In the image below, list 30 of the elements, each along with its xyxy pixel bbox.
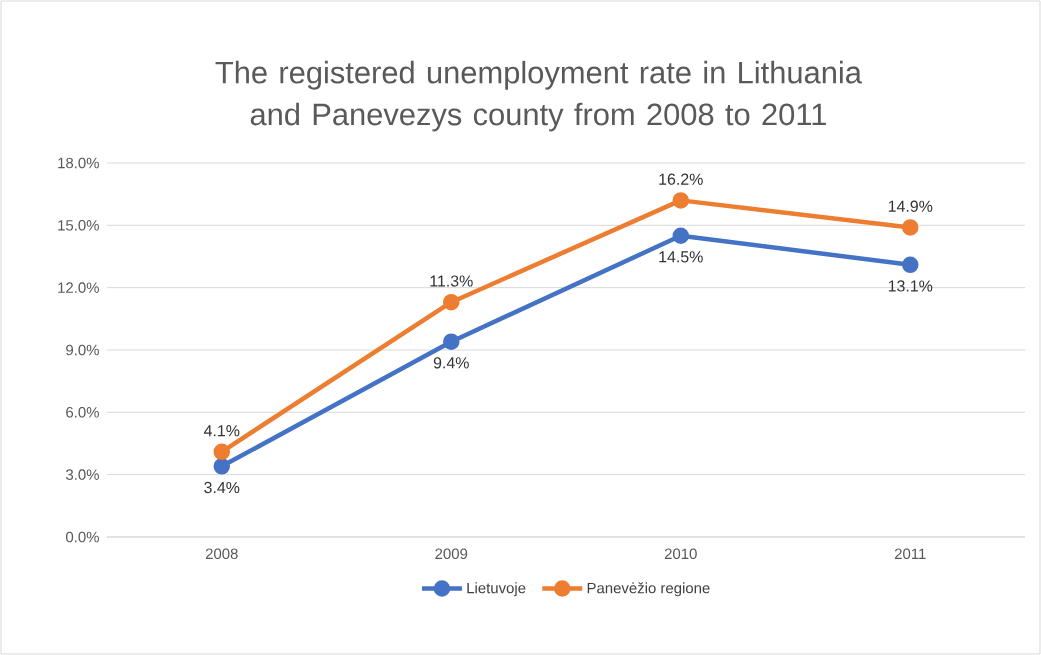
data-label: 16.2% [659,173,703,185]
y-tick-label: 9.0% [66,344,99,356]
point [672,227,690,244]
y-tick-label: 12.0% [58,282,99,293]
x-tick-label: 2008 [205,548,238,560]
y-tick-label: 0.0% [66,531,99,543]
data-label: 11.3% [430,275,473,287]
point [902,219,919,236]
y-tick-label: 15.0% [58,220,99,231]
point [902,256,919,274]
legend-label: Panevėžio regione [587,582,710,597]
data-label: 13.1% [888,280,933,292]
point [213,443,231,461]
y-tick-label: 18.0% [58,157,99,169]
point [213,458,231,475]
legend-label: Lietuvoje [467,582,526,597]
data-label: 4.1% [203,425,240,437]
point [672,192,690,209]
y-tick-label: 6.0% [66,407,99,418]
y-tick-label: 3.0% [65,469,99,480]
x-tick-label: 2011 [894,548,926,560]
data-label: 14.5% [659,251,703,263]
data-label: 9.4% [433,357,469,369]
x-tick-label: 2010 [664,548,697,560]
point [443,333,460,350]
chart-title: The registered unemployment rate in Lithuania and Panevezys county from 2008 to 2011 [215,60,862,132]
x-tick-label: 2009 [435,548,468,560]
data-label: 14.9% [888,200,933,212]
data-label: 3.4% [204,481,240,494]
point [443,293,460,311]
